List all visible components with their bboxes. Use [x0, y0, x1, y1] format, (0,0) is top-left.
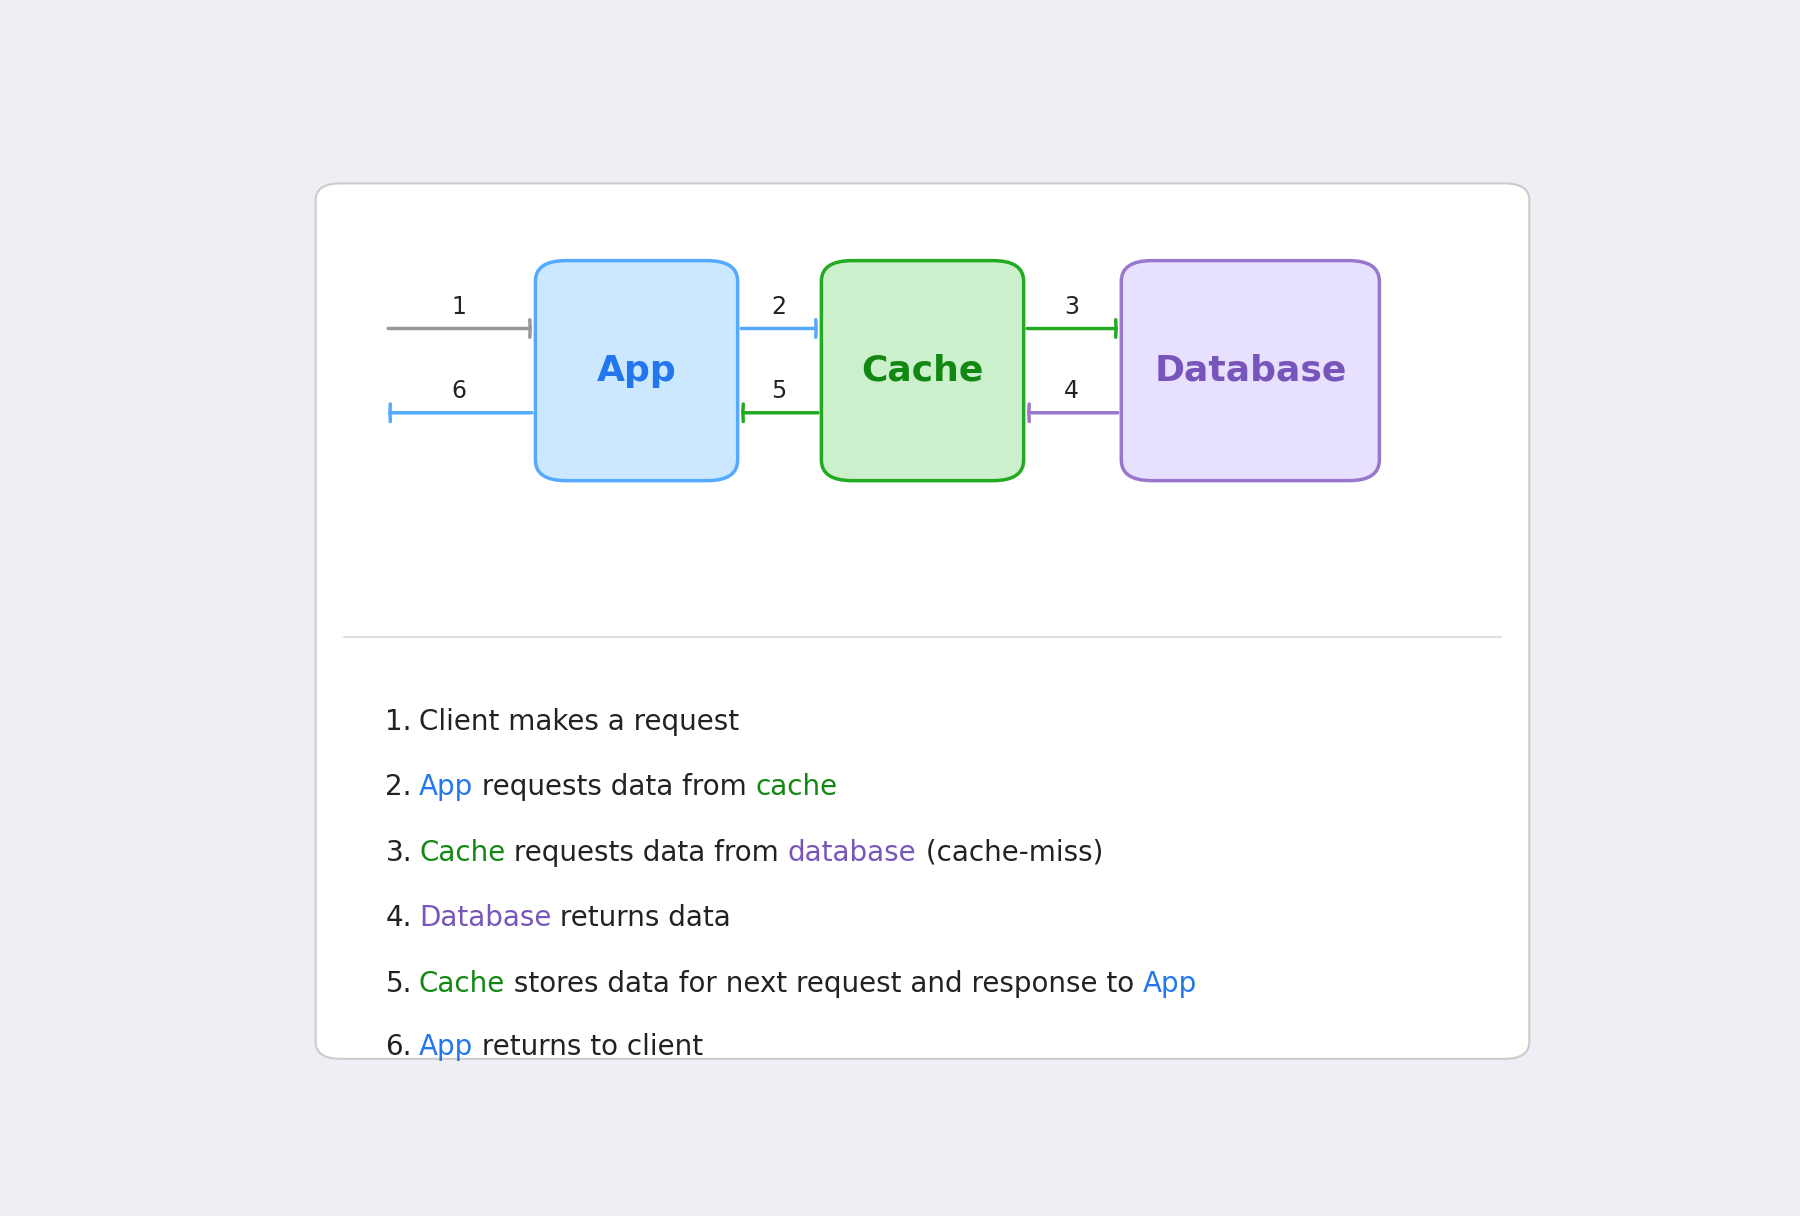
- Text: 3.: 3.: [385, 839, 412, 867]
- Text: Client makes a request: Client makes a request: [419, 708, 740, 736]
- Text: App: App: [419, 1032, 473, 1060]
- Text: cache: cache: [756, 773, 837, 801]
- FancyBboxPatch shape: [535, 260, 738, 480]
- Text: App: App: [596, 354, 677, 388]
- Text: stores data for next request and response to: stores data for next request and respons…: [506, 970, 1143, 998]
- FancyBboxPatch shape: [821, 260, 1024, 480]
- Text: 6.: 6.: [385, 1032, 412, 1060]
- FancyBboxPatch shape: [315, 184, 1530, 1059]
- Text: 3: 3: [1064, 295, 1080, 319]
- Text: requests data from: requests data from: [506, 839, 788, 867]
- Text: requests data from: requests data from: [473, 773, 756, 801]
- Text: database: database: [788, 839, 916, 867]
- Text: 4: 4: [1064, 379, 1080, 404]
- FancyBboxPatch shape: [1121, 260, 1379, 480]
- Text: 5.: 5.: [385, 970, 412, 998]
- Text: 1.: 1.: [385, 708, 412, 736]
- Text: 2.: 2.: [385, 773, 412, 801]
- Text: App: App: [1143, 970, 1197, 998]
- Text: Cache: Cache: [862, 354, 983, 388]
- Text: Database: Database: [419, 905, 551, 933]
- Text: (cache-miss): (cache-miss): [916, 839, 1103, 867]
- Text: 4.: 4.: [385, 905, 412, 933]
- Text: 2: 2: [772, 295, 787, 319]
- Text: 5: 5: [770, 379, 787, 404]
- Text: 1: 1: [452, 295, 466, 319]
- Text: App: App: [419, 773, 473, 801]
- Text: 6: 6: [452, 379, 466, 404]
- Text: Cache: Cache: [419, 839, 506, 867]
- Text: Database: Database: [1154, 354, 1346, 388]
- Text: returns data: returns data: [551, 905, 731, 933]
- Text: Cache: Cache: [419, 970, 506, 998]
- Text: returns to client: returns to client: [473, 1032, 704, 1060]
